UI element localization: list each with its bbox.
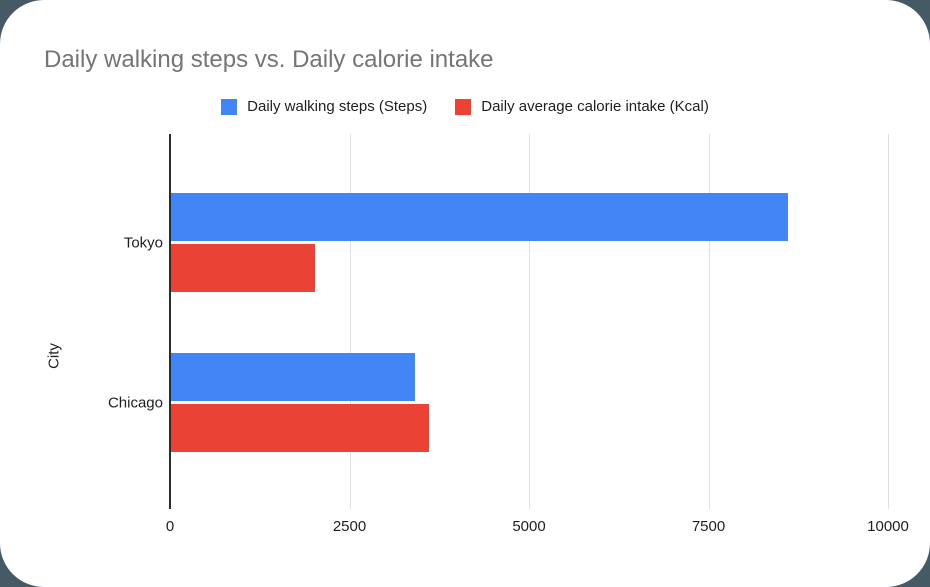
bar-tokyo-series-0[interactable] <box>171 193 789 241</box>
category-label-chicago: Chicago <box>107 394 163 411</box>
category-label-tokyo: Tokyo <box>123 234 163 251</box>
legend-swatch-calories-icon <box>455 98 472 115</box>
plot-area <box>169 134 889 509</box>
x-tick-label: 2500 <box>332 518 367 535</box>
gridline <box>349 134 351 509</box>
gridline <box>708 134 710 509</box>
x-tick-label: 10000 <box>867 518 909 535</box>
legend-item-calories[interactable]: Daily average calorie intake (Kcal) <box>455 98 709 115</box>
chart-title: Daily walking steps vs. Daily calorie in… <box>44 46 494 73</box>
legend-swatch-steps-icon <box>221 98 238 115</box>
legend-label-calories: Daily average calorie intake (Kcal) <box>481 98 709 115</box>
y-axis-line <box>169 134 171 509</box>
chart-legend: Daily walking steps (Steps) Daily averag… <box>0 98 930 115</box>
y-axis-title: City <box>45 343 63 369</box>
gridline <box>888 134 889 509</box>
legend-label-steps: Daily walking steps (Steps) <box>247 98 428 115</box>
x-tick-label: 5000 <box>512 518 546 535</box>
x-tick-label: 7500 <box>691 518 726 535</box>
x-tick-label: 0 <box>165 518 175 535</box>
bar-chicago-series-1[interactable] <box>171 404 430 452</box>
gridline <box>529 134 530 509</box>
bar-chicago-series-0[interactable] <box>171 353 416 401</box>
legend-item-steps[interactable]: Daily walking steps (Steps) <box>221 98 427 115</box>
bar-tokyo-series-1[interactable] <box>171 244 315 292</box>
